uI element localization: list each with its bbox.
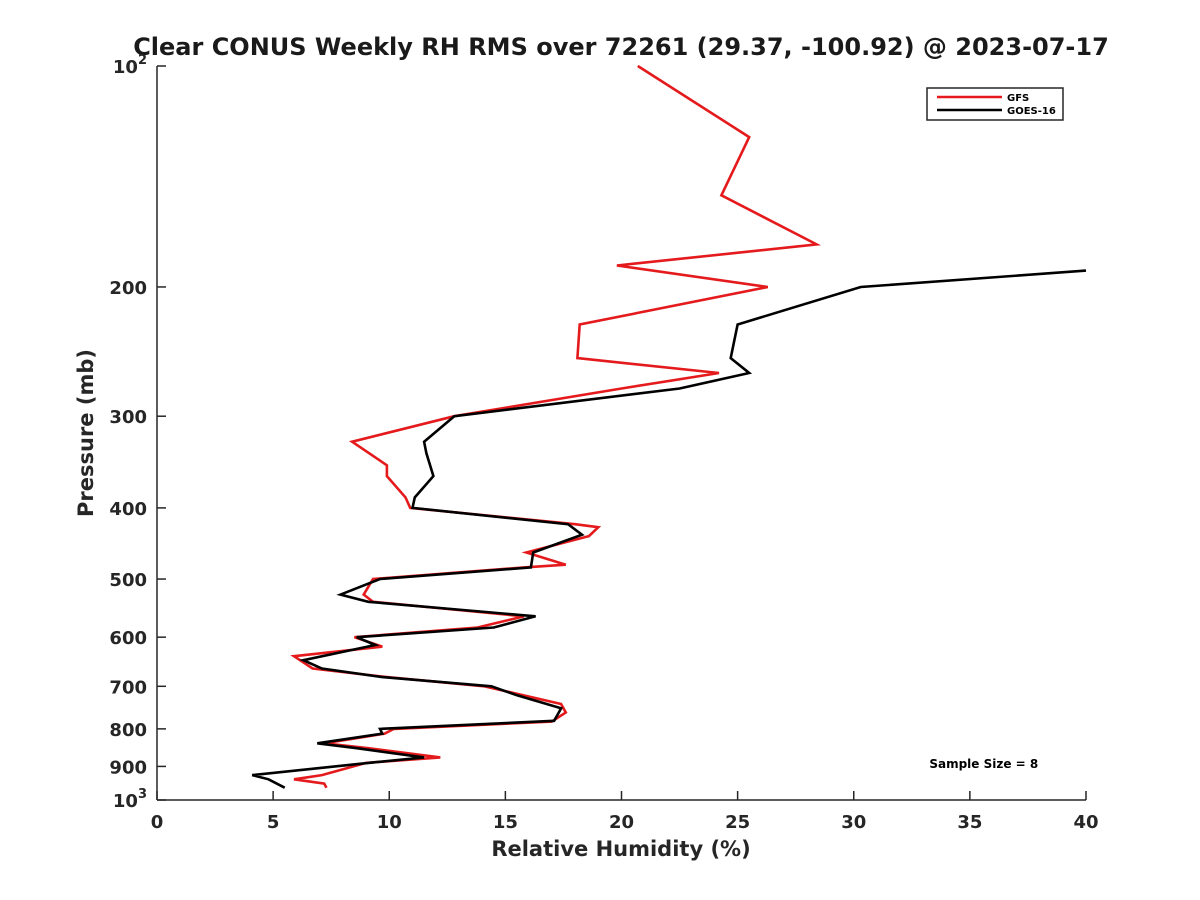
x-tick-label: 20	[609, 812, 634, 833]
series-line-goes16	[251, 269, 1087, 789]
series-layer	[251, 64, 1087, 789]
y-tick-label: 700	[109, 677, 147, 698]
legend-label-goes16: GOES-16	[1007, 106, 1056, 117]
x-tick-label: 0	[151, 812, 164, 833]
y-tick-label: 500	[109, 570, 147, 591]
y-tick-label: 600	[109, 628, 147, 649]
x-tick-label: 40	[1073, 812, 1098, 833]
y-tick-label: 102	[113, 53, 147, 78]
sample-size-annotation: Sample Size = 8	[929, 757, 1038, 771]
y-axis-label: Pressure (mb)	[74, 349, 98, 517]
y-tick-label: 800	[109, 720, 147, 741]
x-tick-label: 10	[377, 812, 402, 833]
chart-title: Clear CONUS Weekly RH RMS over 72261 (29…	[133, 33, 1109, 61]
x-ticks: 0 5 10 15 20 25 30 35 40	[151, 791, 1099, 833]
legend-box	[926, 87, 1064, 121]
y-tick-label: 900	[109, 757, 147, 778]
series-line-gfs	[290, 64, 822, 789]
y-tick-label: 300	[109, 407, 147, 428]
x-axis-label: Relative Humidity (%)	[491, 837, 750, 861]
y-tick-label: 103	[113, 787, 147, 812]
x-tick-label: 15	[493, 812, 518, 833]
x-tick-label: 35	[957, 812, 982, 833]
x-tick-label: 25	[725, 812, 750, 833]
x-tick-label: 30	[841, 812, 866, 833]
legend: GFS GOES-16	[926, 87, 1064, 121]
y-tick-label: 400	[109, 499, 147, 520]
x-tick-label: 5	[267, 812, 280, 833]
y-tick-label: 200	[109, 278, 147, 299]
legend-label-gfs: GFS	[1007, 93, 1029, 104]
y-ticks: 102 200 300 400 500 600 700 800 900 103	[109, 53, 166, 812]
